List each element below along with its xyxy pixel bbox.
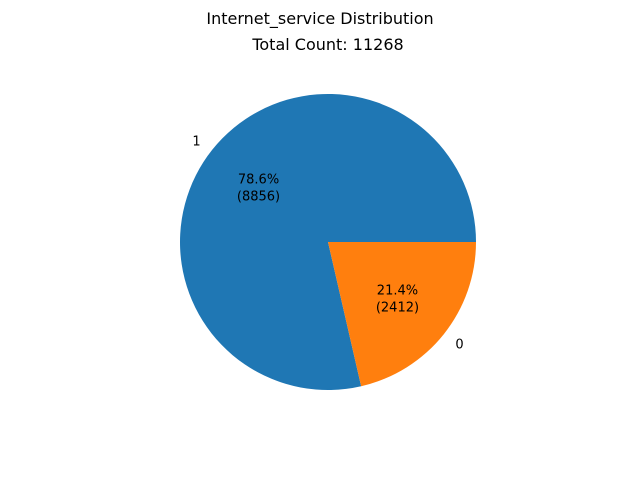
pie-slices <box>179 94 476 391</box>
pie-labels: 1 78.6% (8856) 0 21.4% (2412) <box>192 135 463 353</box>
slice-count-0: (2412) <box>376 300 419 315</box>
chart-subtitle: Total Count: 11268 <box>251 35 403 54</box>
pie-slice-1 <box>179 94 476 391</box>
slice-percent-1: 78.6% <box>238 173 279 188</box>
slice-percent-0: 21.4% <box>377 283 418 298</box>
chart-title: Internet_service Distribution <box>206 9 433 29</box>
slice-label-1: 1 <box>192 135 200 150</box>
pie-slice-0 <box>328 242 476 387</box>
slice-label-0: 0 <box>455 337 463 352</box>
slice-count-1: (8856) <box>237 190 280 205</box>
